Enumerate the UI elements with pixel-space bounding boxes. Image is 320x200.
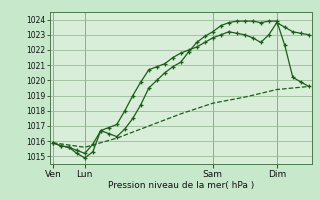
X-axis label: Pression niveau de la mer( hPa ): Pression niveau de la mer( hPa ) bbox=[108, 181, 254, 190]
